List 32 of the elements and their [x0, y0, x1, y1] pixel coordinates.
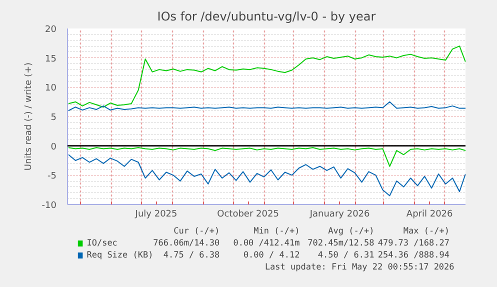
- text: 479.73 /168.27: [378, 238, 450, 248]
- x-tick-label: April 2026: [406, 210, 454, 220]
- y-tick-label: 5: [50, 113, 57, 123]
- text: Avg (-/+): [328, 226, 374, 236]
- x-tick-label: January 2026: [308, 210, 370, 220]
- text: 0.00 /412.41m: [233, 238, 300, 248]
- y-tick-label: 20: [45, 25, 57, 35]
- text: 766.06m/14.30: [153, 238, 220, 248]
- text: Cur (-/+): [174, 226, 220, 236]
- text: Last update: Fri May 22 00:55:17 2026: [264, 262, 454, 272]
- y-tick-label: -10: [42, 201, 57, 211]
- y-axis-title: Units read (-) / write (+): [24, 62, 34, 171]
- x-tick-label: July 2025: [134, 210, 178, 220]
- line-series: [68, 147, 466, 167]
- y-tick-label: 10: [45, 84, 57, 94]
- legend-label: IO/sec: [86, 238, 118, 248]
- line-series: [68, 46, 466, 108]
- text: Min (-/+): [254, 226, 300, 236]
- y-tick-label: 0: [50, 142, 57, 152]
- line-series: [68, 154, 466, 196]
- text: 0.00 / 4.12: [243, 250, 300, 260]
- text: 702.45m/12.58: [308, 238, 374, 248]
- text: 4.50 / 6.31: [318, 250, 374, 260]
- text: 254.36 /888.94: [378, 250, 450, 260]
- text: Max (-/+): [403, 226, 450, 236]
- y-tick-label: -5: [48, 172, 57, 182]
- line-series: [68, 101, 466, 112]
- chart-title: IOs for /dev/ubuntu-vg/lv-0 - by year: [157, 10, 376, 24]
- x-tick-label: October 2025: [217, 210, 279, 220]
- legend-label: Req Size (KB): [86, 250, 154, 260]
- y-tick-label: 15: [45, 54, 56, 64]
- text: 4.75 / 6.38: [163, 250, 220, 260]
